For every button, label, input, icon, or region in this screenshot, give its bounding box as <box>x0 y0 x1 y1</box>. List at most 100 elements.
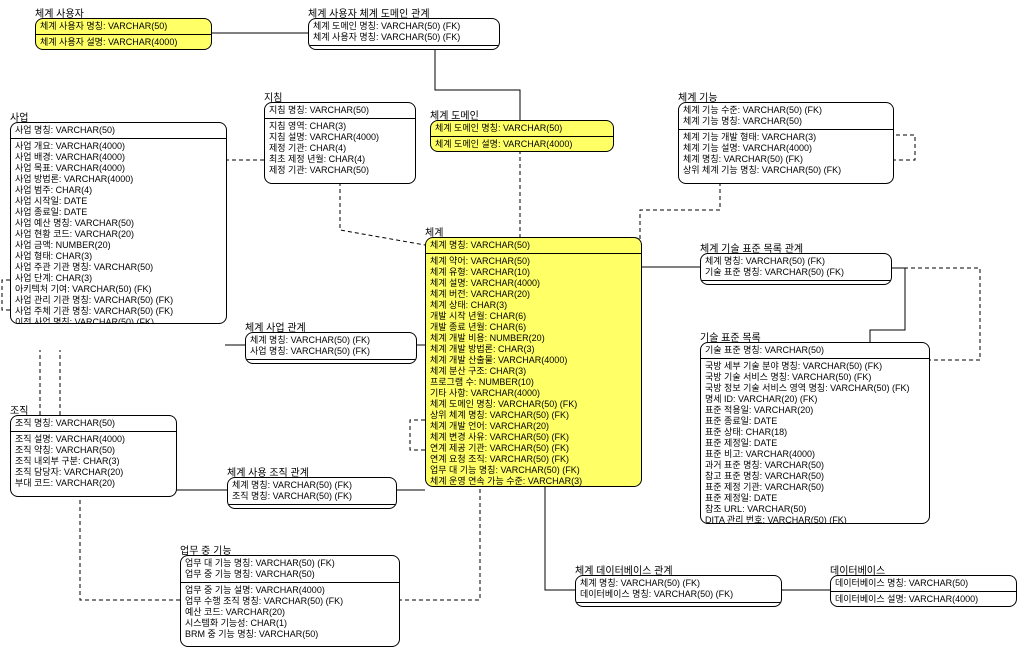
entity-sysdbrel: 체계 명칭: VARCHAR(50) (FK) 데이터베이스 명칭: VARCH… <box>575 575 782 607</box>
col: 체계 기능 수준: VARCHAR(50) (FK) <box>683 105 889 116</box>
col: 상위 체계 명칭: VARCHAR(50) (FK) <box>430 410 637 421</box>
col: 연계 제공 기관: VARCHAR(50) (FK) <box>430 443 637 454</box>
entity-org: 조직 명칭: VARCHAR(50) 조직 설명: VARCHAR(4000) … <box>10 415 177 497</box>
col: 체계 개발 산출물: VARCHAR(4000) <box>430 355 637 366</box>
col: 사업 예산 명칭: VARCHAR(50) <box>15 218 222 229</box>
col: 사업 배경: VARCHAR(4000) <box>15 152 222 163</box>
col: 체계 명칭: VARCHAR(50) (FK) <box>250 335 412 346</box>
col: 프로그램 수: NUMBER(10) <box>430 377 637 388</box>
entity-bizmidfunc: 업무 대 기능 명칭: VARCHAR(50) (FK) 업무 중 기능 명칭:… <box>180 555 400 647</box>
col: 지침 명칭: VARCHAR(50) <box>269 105 411 116</box>
col: 체계 사용자 설명: VARCHAR(4000) <box>40 37 207 48</box>
col: 사업 방법론: VARCHAR(4000) <box>15 174 222 185</box>
col: 개발 종료 년월: CHAR(6) <box>430 322 637 333</box>
col: 데이터베이스 명칭: VARCHAR(50) <box>835 578 1012 589</box>
col: 국방 기술 서비스 명칭: VARCHAR(50) (FK) <box>705 372 925 383</box>
col: 기술 표준 명칭: VARCHAR(50) <box>705 345 925 356</box>
col: 표준 비고: VARCHAR(4000) <box>705 449 925 460</box>
col: 체계 기능 설명: VARCHAR(4000) <box>683 143 889 154</box>
col: 지침 설명: VARCHAR(4000) <box>269 132 411 143</box>
col: 표준 상태: CHAR(18) <box>705 427 925 438</box>
entity-guide: 지침 명칭: VARCHAR(50) 지침 영역: CHAR(3) 지침 설명:… <box>264 102 416 184</box>
col: 표준 종료일: DATE <box>705 416 925 427</box>
col: 체계 도메인 명칭: VARCHAR(50) (FK) <box>313 21 495 32</box>
col: 부대 코드: VARCHAR(20) <box>15 478 172 489</box>
col: 체계 기능 명칭: VARCHAR(50) <box>683 116 889 127</box>
col: 체계 버전: VARCHAR(20) <box>430 289 637 300</box>
entity-systechstdlistrel: 체계 명칭: VARCHAR(50) (FK) 기술 표준 명칭: VARCHA… <box>700 253 892 285</box>
col: 데이터베이스 명칭: VARCHAR(50) (FK) <box>580 589 777 600</box>
col: 표준 적용일: VARCHAR(20) <box>705 405 925 416</box>
col: 체계 도메인 명칭: VARCHAR(50) <box>435 123 609 134</box>
col: 체계 상태: CHAR(3) <box>430 300 637 311</box>
col: 상위 체계 기능 명칭: VARCHAR(50) (FK) <box>683 165 889 176</box>
col: 사업 종료일: DATE <box>15 207 222 218</box>
entity-techstdlist: 기술 표준 명칭: VARCHAR(50) 국방 세부 기술 분야 명칭: VA… <box>700 342 930 524</box>
col: 체계 개발 언어: VARCHAR(20) <box>430 421 637 432</box>
col: 체계 도메인 설명: VARCHAR(4000) <box>435 139 609 150</box>
col: 표준 제정 기관: VARCHAR(50) <box>705 482 925 493</box>
col: 업무 대 기능 명칭: VARCHAR(50) (FK) <box>430 465 637 476</box>
col: BRM 중 기능 명칭: VARCHAR(50) <box>185 629 395 640</box>
col: 명세 ID: VARCHAR(20) (FK) <box>705 394 925 405</box>
col: 체계 사용자 명칭: VARCHAR(50) (FK) <box>313 32 495 43</box>
entity-sysuser: 체계 사용자 명칭: VARCHAR(50) 체계 사용자 설명: VARCHA… <box>35 18 212 50</box>
col: 체계 설명: VARCHAR(4000) <box>430 278 637 289</box>
col: 조직 내외부 구분: CHAR(3) <box>15 456 172 467</box>
col: 조직 설명: VARCHAR(4000) <box>15 434 172 445</box>
col: 체계 약어: VARCHAR(50) <box>430 256 637 267</box>
col: 이전 사업 명칭: VARCHAR(50) (FK) <box>15 317 222 324</box>
col: 시스템화 기능성: CHAR(1) <box>185 618 395 629</box>
col: 체계 분산 구조: CHAR(3) <box>430 366 637 377</box>
col: 체계 명칭: VARCHAR(50) (FK) <box>705 256 887 267</box>
col: 체계 도메인 명칭: VARCHAR(50) (FK) <box>430 399 637 410</box>
col: 체계 명칭: VARCHAR(50) (FK) <box>232 480 392 491</box>
col: 사업 주체 기관 명칭: VARCHAR(50) (FK) <box>15 306 222 317</box>
col: 제정 기관: CHAR(4) <box>269 143 411 154</box>
col: 조직 담당자: VARCHAR(20) <box>15 467 172 478</box>
col: 업무 중 기능 명칭: VARCHAR(50) <box>185 569 395 580</box>
col: 표준 제정일: DATE <box>705 438 925 449</box>
col: 사업 명칭: VARCHAR(50) (FK) <box>250 346 412 357</box>
entity-sysuseorgrel: 체계 명칭: VARCHAR(50) (FK) 조직 명칭: VARCHAR(5… <box>227 477 397 509</box>
col: 체계 명칭: VARCHAR(50) <box>430 240 637 251</box>
col: 예산 코드: VARCHAR(20) <box>185 607 395 618</box>
entity-sysfunc: 체계 기능 수준: VARCHAR(50) (FK) 체계 기능 명칭: VAR… <box>678 102 894 184</box>
col: 사업 목표: VARCHAR(4000) <box>15 163 222 174</box>
col: 사업 단계: CHAR(3) <box>15 273 222 284</box>
col: 사업 범주: CHAR(4) <box>15 185 222 196</box>
col: 업무 중 기능 설명: VARCHAR(4000) <box>185 585 395 596</box>
col: 사업 주관 기관 명칭: VARCHAR(50) <box>15 262 222 273</box>
col: 사업 형태: CHAR(3) <box>15 251 222 262</box>
col: 사업 명칭: VARCHAR(50) <box>15 125 222 136</box>
col: 기술 표준 명칭: VARCHAR(50) (FK) <box>705 267 887 278</box>
col: 조직 명칭: VARCHAR(50) (FK) <box>232 491 392 502</box>
col: 참고 표준 명칭: VARCHAR(50) <box>705 471 925 482</box>
col: 기타 사항: VARCHAR(4000) <box>430 388 637 399</box>
col: 아키텍처 기여: VARCHAR(50) (FK) <box>15 284 222 295</box>
col: DITA 관리 번호: VARCHAR(50) (FK) <box>705 515 925 524</box>
col: 사업 관리 기관 명칭: VARCHAR(50) (FK) <box>15 295 222 306</box>
col: 참조 URL: VARCHAR(50) <box>705 504 925 515</box>
col: 사업 현황 코드: VARCHAR(20) <box>15 229 222 240</box>
col: 조직 명칭: VARCHAR(50) <box>15 418 172 429</box>
col: 조직 약칭: VARCHAR(50) <box>15 445 172 456</box>
col: 체계 개발 비용: NUMBER(20) <box>430 333 637 344</box>
col: 체계 사용자 명칭: VARCHAR(50) <box>40 21 207 32</box>
col: 제정 기관: VARCHAR(50) <box>269 165 411 176</box>
col: 개발 시작 년월: CHAR(6) <box>430 311 637 322</box>
col: 업무 수행 조직 명칭: VARCHAR(50) (FK) <box>185 596 395 607</box>
col: 최초 제정 년월: CHAR(4) <box>269 154 411 165</box>
entity-system: 체계 명칭: VARCHAR(50) 체계 약어: VARCHAR(50) 체계… <box>425 237 642 487</box>
col: 체계 명칭: VARCHAR(50) (FK) <box>683 154 889 165</box>
entity-sysuserdomainrel: 체계 도메인 명칭: VARCHAR(50) (FK) 체계 사용자 명칭: V… <box>308 18 500 50</box>
col: 연계 요청 조직: VARCHAR(50) (FK) <box>430 454 637 465</box>
col: 표준 제정일: DATE <box>705 493 925 504</box>
col: 체계 유형: VARCHAR(10) <box>430 267 637 278</box>
col: 체계 운영 연속 가능 수준: VARCHAR(3) <box>430 476 637 487</box>
entity-biz: 사업 명칭: VARCHAR(50) 사업 개요: VARCHAR(4000) … <box>10 122 227 324</box>
entity-sysbizrel: 체계 명칭: VARCHAR(50) (FK) 사업 명칭: VARCHAR(5… <box>245 332 417 364</box>
col: 사업 시작일: DATE <box>15 196 222 207</box>
col: 업무 대 기능 명칭: VARCHAR(50) (FK) <box>185 558 395 569</box>
col: 국방 세부 기술 분야 명칭: VARCHAR(50) (FK) <box>705 361 925 372</box>
